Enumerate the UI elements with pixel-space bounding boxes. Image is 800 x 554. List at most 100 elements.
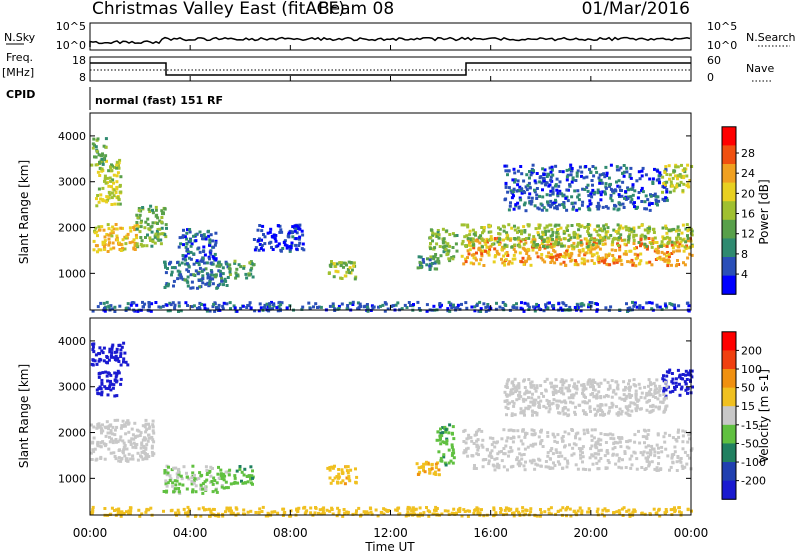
heatmap-cell: [304, 510, 308, 514]
heatmap-cell: [540, 242, 544, 245]
heatmap-cell: [512, 253, 516, 257]
heatmap-cell: [664, 258, 667, 262]
y-tick-label: 4000: [58, 130, 86, 143]
heatmap-cell: [319, 512, 323, 516]
heatmap-cell: [429, 255, 433, 259]
heatmap-cell: [629, 401, 633, 405]
heatmap-cell: [115, 180, 119, 184]
heatmap-cell: [301, 242, 305, 246]
heatmap-cell: [452, 456, 456, 460]
heatmap-cell: [628, 395, 632, 399]
heatmap-cell: [554, 448, 558, 452]
heatmap-cell: [150, 446, 154, 450]
heatmap-cell: [571, 401, 575, 405]
heatmap-cell: [512, 187, 516, 191]
heatmap-cell: [512, 404, 516, 408]
heatmap-cell: [558, 189, 562, 193]
heatmap-cell: [185, 475, 189, 479]
heatmap-cell: [91, 345, 95, 349]
heatmap-cell: [577, 447, 581, 450]
heatmap-cell: [598, 257, 602, 260]
heatmap-cell: [497, 226, 500, 230]
heatmap-cell: [126, 232, 130, 236]
heatmap-cell: [355, 509, 358, 513]
heatmap-cell: [151, 238, 155, 242]
heatmap-cell: [416, 514, 420, 518]
heatmap-cell: [620, 194, 624, 198]
heatmap-cell: [473, 508, 477, 512]
nsearch-tick-bottom: 10^0: [707, 39, 737, 52]
heatmap-cell: [215, 264, 219, 268]
x-tick-label: 00:00: [73, 526, 108, 540]
heatmap-cell: [655, 199, 658, 203]
heatmap-cell: [138, 230, 142, 234]
heatmap-cell: [548, 183, 552, 187]
heatmap-cell: [681, 373, 685, 376]
heatmap-cell: [608, 432, 612, 436]
heatmap-cell: [527, 396, 530, 400]
colorbar-swatch: [722, 164, 736, 184]
heatmap-cell: [521, 509, 525, 513]
heatmap-cell: [606, 451, 610, 455]
heatmap-cell: [592, 174, 596, 178]
heatmap-cell: [508, 204, 512, 208]
heatmap-cell: [598, 241, 602, 245]
heatmap-cell: [500, 437, 504, 441]
heatmap-cell: [115, 163, 119, 167]
heatmap-cell: [655, 469, 659, 472]
heatmap-cell: [581, 460, 584, 464]
heatmap-cell: [195, 260, 199, 264]
heatmap-cell: [437, 233, 441, 237]
heatmap-cell: [601, 410, 605, 414]
heatmap-cell: [673, 186, 677, 190]
heatmap-cell: [155, 229, 159, 233]
heatmap-cell: [610, 248, 614, 252]
heatmap-cell: [565, 226, 569, 230]
heatmap-cell: [525, 188, 529, 192]
heatmap-cell: [532, 442, 535, 446]
heatmap-cell: [537, 403, 541, 407]
heatmap-cell: [475, 304, 479, 307]
heatmap-cell: [104, 370, 108, 374]
heatmap-cell: [544, 389, 548, 393]
heatmap-cell: [599, 227, 603, 231]
heatmap-cell: [550, 245, 554, 249]
heatmap-cell: [655, 378, 659, 382]
heatmap-cell: [536, 255, 540, 259]
heatmap-cell: [184, 254, 188, 258]
heatmap-cell: [627, 226, 631, 230]
heatmap-cell: [554, 378, 558, 382]
heatmap-cell: [97, 248, 101, 252]
heatmap-cell: [535, 386, 539, 390]
heatmap-cell: [519, 198, 523, 202]
power-region: [177, 228, 218, 267]
heatmap-cell: [570, 201, 574, 205]
heatmap-cell: [570, 195, 574, 199]
heatmap-cell: [506, 237, 510, 241]
heatmap-cell: [582, 428, 586, 432]
heatmap-cell: [562, 201, 566, 204]
heatmap-cell: [374, 508, 378, 512]
heatmap-cell: [579, 304, 583, 308]
heatmap-cell: [132, 441, 136, 445]
heatmap-cell: [208, 257, 211, 261]
heatmap-cell: [670, 243, 674, 247]
heatmap-cell: [562, 231, 566, 235]
heatmap-cell: [588, 468, 591, 472]
heatmap-cell: [447, 249, 451, 253]
heatmap-cell: [641, 166, 645, 170]
heatmap-cell: [665, 226, 668, 230]
heatmap-cell: [116, 418, 120, 422]
heatmap-cell: [552, 248, 556, 252]
heatmap-cell: [111, 425, 115, 429]
heatmap-cell: [430, 262, 434, 265]
heatmap-cell: [110, 169, 114, 173]
heatmap-cell: [465, 234, 469, 238]
heatmap-cell: [429, 242, 432, 245]
heatmap-cell: [144, 220, 148, 224]
heatmap-cell: [662, 409, 666, 413]
heatmap-cell: [611, 254, 615, 257]
heatmap-cell: [97, 372, 101, 375]
heatmap-cell: [529, 400, 533, 404]
heatmap-cell: [661, 400, 665, 404]
